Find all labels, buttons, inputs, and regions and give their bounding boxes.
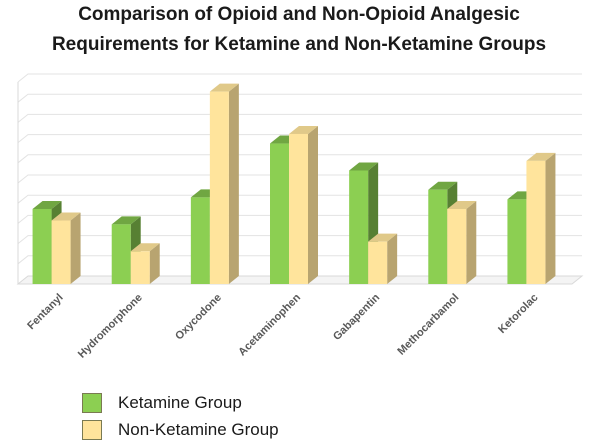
bar-top <box>111 216 141 225</box>
bar-top <box>428 181 458 190</box>
chart-legend: Ketamine Group Non-Ketamine Group <box>82 391 279 445</box>
bar-top <box>447 200 477 209</box>
bar-top <box>368 233 398 242</box>
gridline <box>17 113 582 123</box>
chart-title-line-2: Requirements for Ketamine and Non-Ketami… <box>51 34 547 55</box>
bar-top <box>526 152 556 161</box>
bar-top <box>51 212 81 221</box>
bar-top <box>289 125 318 134</box>
bar-top <box>130 243 160 252</box>
x-tick-label: Gabapentin <box>331 291 382 342</box>
gridline <box>17 194 582 204</box>
bar-side <box>466 200 477 284</box>
x-tick-label: Methocarbamol <box>395 292 461 358</box>
bar-side <box>70 212 81 284</box>
x-tick-label: Fentanyl <box>25 292 65 332</box>
bar-side <box>387 233 398 284</box>
bar <box>368 241 388 284</box>
bar <box>428 189 448 284</box>
bar <box>270 143 289 284</box>
gridline <box>17 134 582 143</box>
chart-title: Comparison of Opioid and Non-Opioid Anal… <box>0 0 598 60</box>
x-tick-label: Acetaminophen <box>236 291 303 358</box>
gridline <box>17 93 582 103</box>
x-tick-label: Oxycodone <box>173 292 224 343</box>
legend-swatch-non-ketamine <box>82 420 102 440</box>
x-tick-label: Hydromorphone <box>76 292 145 361</box>
bar-side <box>308 125 318 284</box>
gridline <box>17 174 582 184</box>
bar <box>289 133 308 284</box>
bar <box>526 160 546 284</box>
chart-title-line-1: Comparison of Opioid and Non-Opioid Anal… <box>78 4 520 25</box>
gridline <box>17 235 582 244</box>
legend-label-ketamine: Ketamine Group <box>118 393 242 412</box>
gridline <box>17 255 582 265</box>
bar <box>111 224 131 284</box>
legend-item-ketamine: Ketamine Group <box>82 391 279 415</box>
bar <box>51 220 71 284</box>
legend-label-non-ketamine: Non-Ketamine Group <box>118 420 279 439</box>
bar <box>32 208 52 284</box>
bar <box>507 199 527 284</box>
bar-top <box>349 162 379 171</box>
x-tick-label: Ketorolac <box>496 292 540 336</box>
gridline <box>17 73 582 83</box>
legend-swatch-ketamine <box>82 393 102 413</box>
bar <box>209 91 229 284</box>
bar-top <box>209 83 239 92</box>
bar <box>349 170 369 284</box>
bar-side <box>545 152 556 284</box>
legend-item-non-ketamine: Non-Ketamine Group <box>82 418 279 442</box>
bar <box>190 197 210 284</box>
bar-side <box>228 83 239 284</box>
gridline <box>17 154 582 164</box>
bar <box>130 251 150 284</box>
bar <box>447 208 467 284</box>
bar-top <box>32 200 62 209</box>
bar-side <box>149 243 160 284</box>
gridline <box>17 214 582 224</box>
